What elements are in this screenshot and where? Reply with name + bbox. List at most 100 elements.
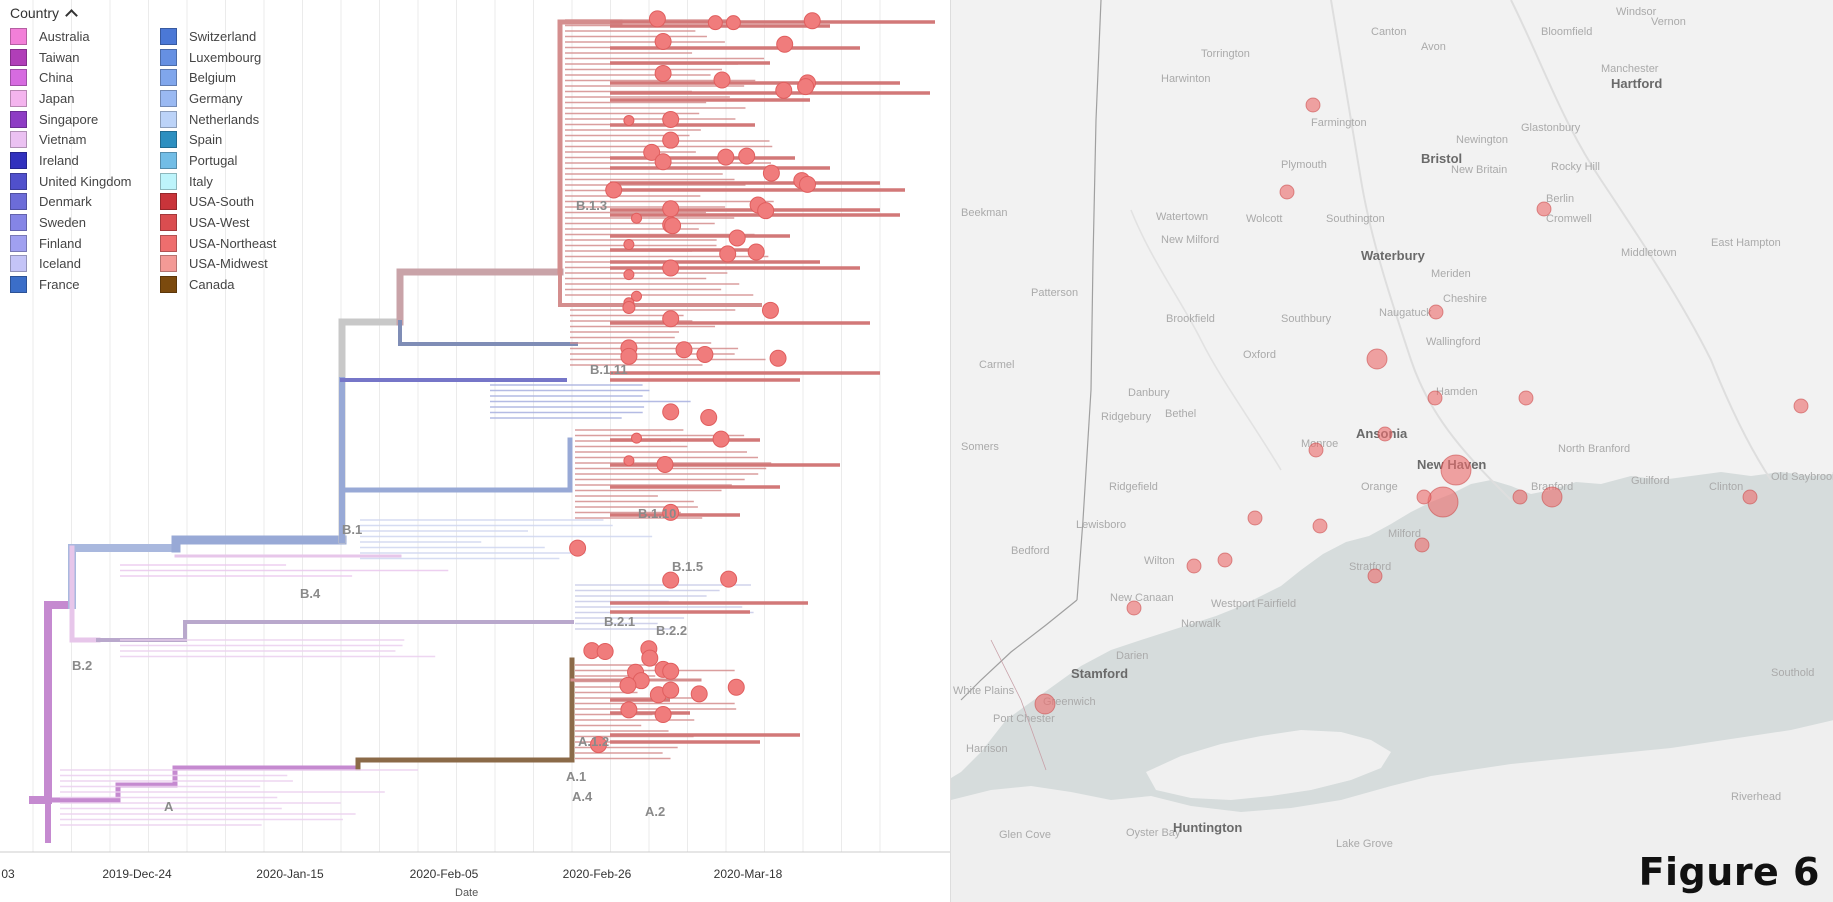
legend-item[interactable]: Iceland bbox=[10, 254, 160, 275]
case-circle[interactable] bbox=[1247, 510, 1263, 526]
case-circle[interactable] bbox=[1518, 390, 1534, 406]
legend-item[interactable]: Denmark bbox=[10, 192, 160, 213]
map-place-label: Westport bbox=[1211, 598, 1255, 610]
legend-item[interactable]: Finland bbox=[10, 233, 160, 254]
case-circle[interactable] bbox=[1308, 442, 1324, 458]
tree-tip-node bbox=[590, 736, 607, 754]
case-circle[interactable] bbox=[1312, 518, 1328, 534]
case-circle[interactable] bbox=[1367, 568, 1383, 584]
case-circle[interactable] bbox=[1414, 537, 1430, 553]
legend-item[interactable]: USA-South bbox=[160, 192, 310, 213]
river-secondary bbox=[1130, 209, 1282, 471]
map-place-label: Southington bbox=[1326, 213, 1385, 225]
case-circle[interactable] bbox=[1742, 489, 1758, 505]
case-circle[interactable] bbox=[1428, 304, 1444, 320]
tree-tip-node bbox=[762, 164, 780, 182]
case-circle[interactable] bbox=[1541, 486, 1563, 508]
tree-tip-node bbox=[776, 35, 794, 53]
map-place-label: Wallingford bbox=[1426, 336, 1481, 348]
legend-swatch bbox=[10, 172, 27, 190]
phylogenetic-tree-panel: B.1.3 B.1.11 B.1.10 B.1 B.1.5 B.4 B.2.1 B.2.2 B.… bbox=[0, 0, 950, 899]
legend-swatch bbox=[160, 214, 177, 232]
case-circle[interactable] bbox=[1427, 486, 1459, 518]
map-place-label: Plymouth bbox=[1281, 159, 1327, 171]
case-circle[interactable] bbox=[1512, 489, 1528, 505]
case-circle[interactable] bbox=[1536, 201, 1552, 217]
tree-tip-node bbox=[662, 310, 680, 328]
legend-item[interactable]: Taiwan bbox=[10, 47, 160, 68]
case-circle[interactable] bbox=[1126, 600, 1142, 616]
legend-item[interactable]: France bbox=[10, 274, 160, 295]
case-circle[interactable] bbox=[1427, 390, 1443, 406]
case-circle[interactable] bbox=[1440, 454, 1472, 486]
legend-item[interactable]: China bbox=[10, 67, 160, 88]
legend-swatch bbox=[160, 193, 177, 211]
legend-item[interactable]: USA-Midwest bbox=[160, 254, 310, 275]
case-circle[interactable] bbox=[1186, 558, 1202, 574]
legend-item[interactable]: Portugal bbox=[160, 150, 310, 171]
legend-item[interactable]: Vietnam bbox=[10, 129, 160, 150]
case-circle[interactable] bbox=[1279, 184, 1295, 200]
legend-swatch bbox=[10, 276, 27, 294]
legend-swatch bbox=[10, 255, 27, 273]
legend-item[interactable]: Singapore bbox=[10, 109, 160, 130]
tree-branch bbox=[557, 19, 623, 275]
tree-tip-node bbox=[675, 341, 693, 359]
map-place-label: Ridgefield bbox=[1109, 481, 1158, 493]
tree-tip-node bbox=[662, 403, 680, 421]
legend-item[interactable]: Netherlands bbox=[160, 109, 310, 130]
case-circle[interactable] bbox=[1217, 552, 1233, 568]
tree-tip-node bbox=[631, 212, 642, 224]
tree-branch bbox=[338, 318, 404, 544]
legend-swatch bbox=[10, 193, 27, 211]
legend-item[interactable]: Switzerland bbox=[160, 26, 310, 47]
legend-item[interactable]: United Kingdom bbox=[10, 171, 160, 192]
legend-item[interactable]: Sweden bbox=[10, 212, 160, 233]
map-panel[interactable]: Canton Avon Bloomfield Windsor Vernon Torring… bbox=[950, 0, 1833, 902]
legend-item[interactable]: Spain bbox=[160, 129, 310, 150]
map-place-label: Southold bbox=[1771, 667, 1814, 679]
legend-label: Vietnam bbox=[39, 132, 87, 148]
map-place-label: Manchester bbox=[1601, 63, 1659, 75]
tree-branch bbox=[355, 657, 575, 771]
map-place-label: Windsor bbox=[1616, 6, 1657, 18]
tree-tip-node bbox=[623, 269, 635, 281]
tree-tip-node bbox=[569, 539, 587, 557]
legend-item[interactable]: Luxembourg bbox=[160, 47, 310, 68]
legend-toggle[interactable]: Country bbox=[10, 3, 310, 23]
map-place-label: Berlin bbox=[1546, 193, 1574, 205]
legend-item[interactable]: Australia bbox=[10, 26, 160, 47]
legend-item[interactable]: Japan bbox=[10, 88, 160, 109]
legend-item[interactable]: USA-West bbox=[160, 212, 310, 233]
axis-tick-label: 03 bbox=[1, 867, 15, 881]
map-place-label: Watertown bbox=[1156, 211, 1208, 223]
map-place-label: Hartford bbox=[1611, 76, 1662, 91]
clade-label: A.1.2 bbox=[578, 734, 609, 749]
case-circle[interactable] bbox=[1416, 489, 1432, 505]
legend-item[interactable]: Germany bbox=[160, 88, 310, 109]
legend-item[interactable]: Italy bbox=[160, 171, 310, 192]
map-place-label: Danbury bbox=[1128, 387, 1170, 399]
legend-label: Switzerland bbox=[189, 28, 257, 44]
legend-item[interactable]: Ireland bbox=[10, 150, 160, 171]
legend-label: Italy bbox=[189, 173, 213, 189]
map-place-label: Oyster Bay bbox=[1126, 827, 1181, 839]
legend-item[interactable]: Canada bbox=[160, 274, 310, 295]
case-circle[interactable] bbox=[1305, 97, 1321, 113]
tree-branches bbox=[29, 19, 935, 843]
clade-label: B.4 bbox=[300, 586, 321, 601]
case-circle[interactable] bbox=[1377, 426, 1393, 442]
tree-tip-node bbox=[620, 347, 638, 365]
legend-item[interactable]: Belgium bbox=[160, 67, 310, 88]
map-place-label: Guilford bbox=[1631, 475, 1670, 487]
case-circle[interactable] bbox=[1793, 398, 1809, 414]
legend-item[interactable]: USA-Northeast bbox=[160, 233, 310, 254]
map-place-label: Harwinton bbox=[1161, 73, 1211, 85]
legend-label: Finland bbox=[39, 235, 82, 251]
map-place-label: Farmington bbox=[1311, 117, 1367, 129]
clade-label: A.2 bbox=[645, 804, 665, 819]
clade-label: A bbox=[164, 799, 174, 814]
case-circle[interactable] bbox=[1034, 693, 1056, 715]
case-circle[interactable] bbox=[1366, 348, 1388, 370]
